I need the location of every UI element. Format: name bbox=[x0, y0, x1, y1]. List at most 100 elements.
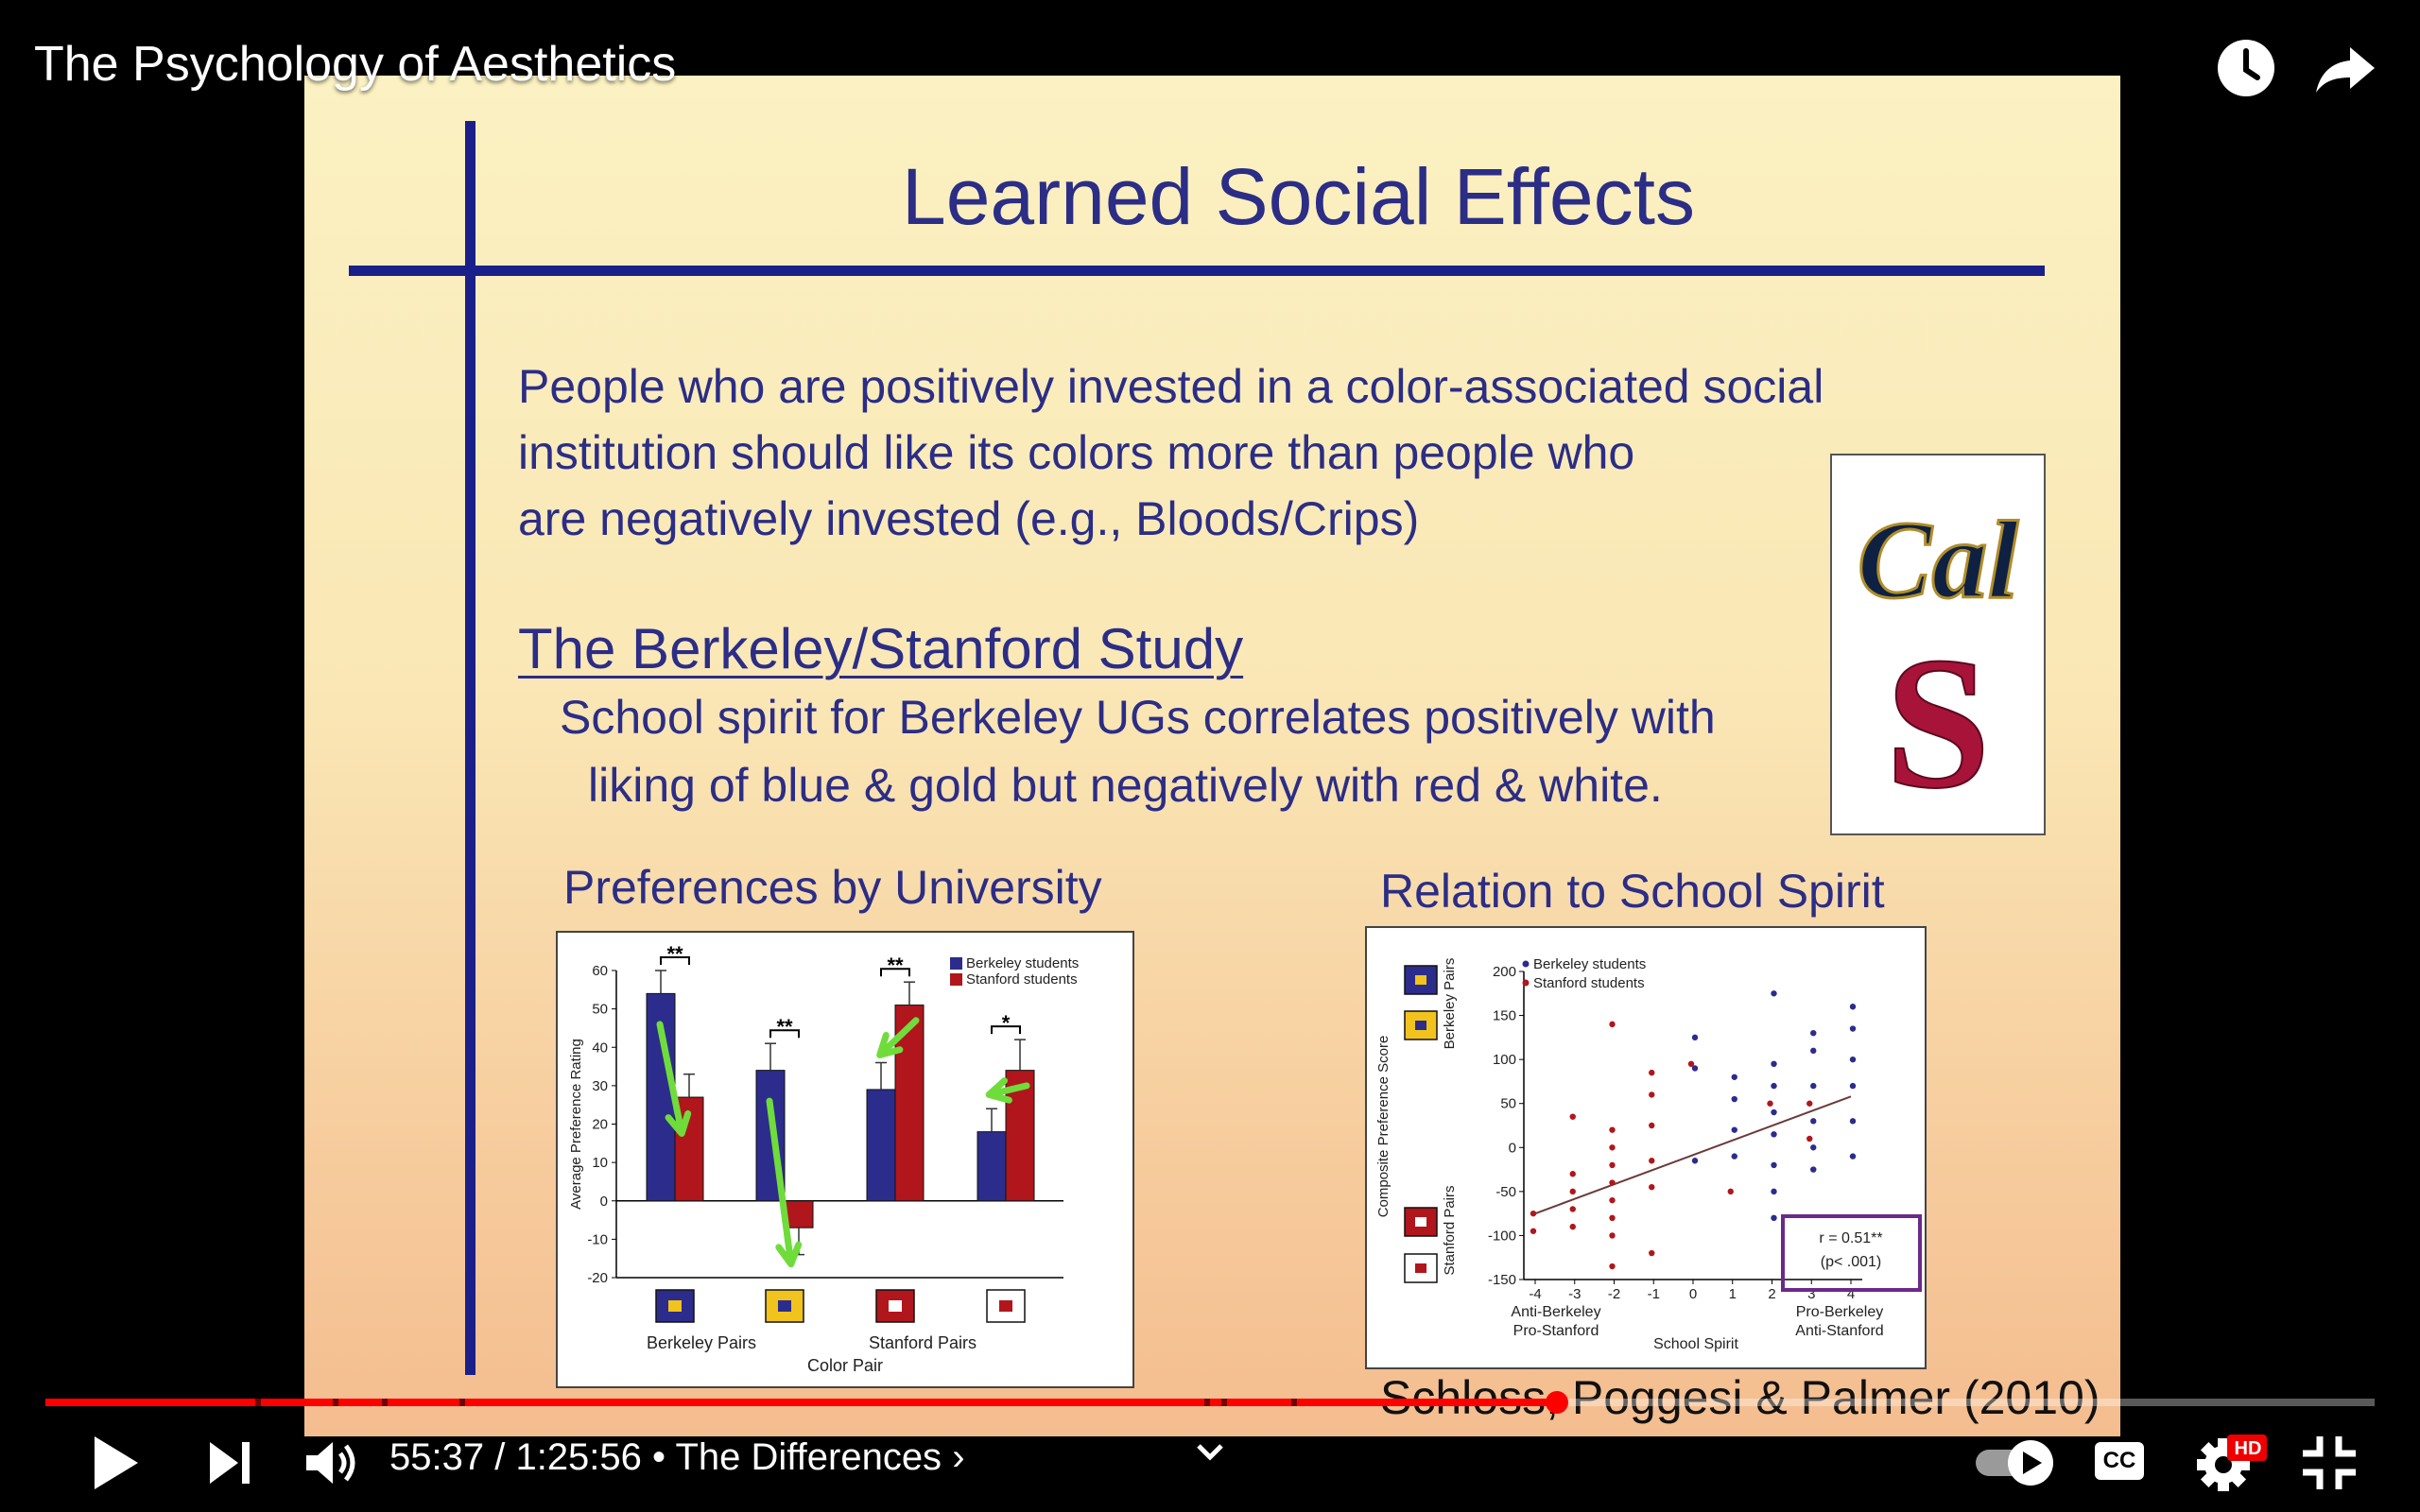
y-tick-label: 50 bbox=[1500, 1096, 1516, 1112]
y-tick-label: 200 bbox=[1493, 964, 1516, 980]
progress-bar[interactable] bbox=[45, 1391, 2375, 1414]
legend-label: Berkeley students bbox=[1533, 956, 1646, 972]
stanford-logo: S bbox=[1885, 619, 1990, 828]
x-left-label-2: Pro-Stanford bbox=[1513, 1323, 1599, 1339]
data-point bbox=[1649, 1184, 1655, 1191]
y-tick-label: 150 bbox=[1493, 1008, 1516, 1024]
y-tick-label: 30 bbox=[592, 1078, 608, 1094]
chapter-separator: • bbox=[641, 1436, 676, 1478]
significance-label: ** bbox=[666, 942, 683, 966]
data-point bbox=[1810, 1030, 1817, 1037]
volume-icon bbox=[306, 1442, 355, 1484]
data-point bbox=[1849, 1153, 1857, 1160]
settings-button[interactable]: HD bbox=[2195, 1429, 2271, 1502]
paragraph-line-3: are negatively invested (e.g., Bloods/Cr… bbox=[518, 492, 1420, 545]
data-point bbox=[1806, 1100, 1813, 1107]
color-pair-swatch-inner bbox=[1415, 975, 1426, 985]
chapter-marker bbox=[333, 1399, 338, 1406]
bar-chart-heading: Preferences by University bbox=[563, 861, 1102, 914]
data-point bbox=[1771, 1131, 1777, 1138]
data-point bbox=[1691, 1034, 1699, 1041]
x-right-label-2: Anti-Stanford bbox=[1795, 1323, 1883, 1339]
chapter-marker bbox=[255, 1399, 261, 1406]
y-tick-label: 100 bbox=[1493, 1052, 1516, 1068]
x-axis-label: Color Pair bbox=[807, 1356, 883, 1375]
data-point bbox=[1609, 1196, 1616, 1204]
green-arrow-head bbox=[665, 1109, 692, 1137]
x-tick-label: -3 bbox=[1568, 1286, 1581, 1302]
data-point bbox=[1849, 1056, 1857, 1063]
data-point bbox=[1609, 1214, 1616, 1221]
citation: Schloss, Poggesi & Palmer (2010) bbox=[1380, 1371, 2100, 1424]
significance-label: ** bbox=[887, 954, 904, 977]
color-pair-swatch-inner bbox=[778, 1300, 791, 1312]
data-point bbox=[1771, 1161, 1777, 1169]
bar bbox=[784, 1200, 814, 1228]
video-title[interactable]: The Psychology of Aesthetics bbox=[34, 37, 677, 92]
exit-fullscreen-button[interactable] bbox=[2295, 1429, 2363, 1502]
fit-line bbox=[1534, 1095, 1852, 1215]
x-right-label: Pro-Berkeley bbox=[1796, 1304, 1883, 1320]
volume-button[interactable] bbox=[299, 1429, 367, 1502]
data-point bbox=[1849, 1082, 1857, 1090]
x-tick-label: 2 bbox=[1768, 1286, 1775, 1302]
share-icon[interactable] bbox=[2312, 34, 2380, 102]
data-point bbox=[1609, 1144, 1616, 1151]
x-tick-label: 4 bbox=[1847, 1286, 1855, 1302]
scatter-chart: 200 150 100 50 0 -50 -100 -150 -4 -3 -2 -1 0 1 2 3 4 Comp… bbox=[1365, 926, 1927, 1369]
chapter-title[interactable]: The Differences bbox=[675, 1436, 942, 1478]
bar bbox=[977, 1131, 1007, 1202]
study-line-2: liking of blue & gold but negatively wit… bbox=[588, 759, 1663, 812]
y-tick-label: 40 bbox=[592, 1040, 608, 1056]
y-axis-label: Average Preference Rating bbox=[568, 1039, 584, 1210]
significance-label: * bbox=[1002, 1011, 1011, 1035]
data-point bbox=[1530, 1228, 1537, 1234]
play-button[interactable] bbox=[85, 1429, 146, 1502]
y-tick-label: -10 bbox=[587, 1231, 608, 1247]
watch-later-clock-icon[interactable] bbox=[2212, 34, 2280, 102]
chapter-chevron-icon[interactable]: › bbox=[952, 1436, 965, 1478]
expand-chevron-icon[interactable] bbox=[1193, 1438, 1227, 1469]
group-label-berkeley: Berkeley Pairs bbox=[647, 1333, 756, 1352]
captions-button[interactable]: CC bbox=[2093, 1435, 2146, 1492]
time-current: 55:37 bbox=[389, 1436, 485, 1478]
significance-bracket bbox=[769, 1029, 800, 1039]
color-pair-swatch-inner bbox=[668, 1300, 682, 1312]
bar-chart-svg: 60 50 40 30 20 10 0 -10 -20 Average Preference Ra… bbox=[568, 942, 1079, 1375]
bar bbox=[866, 1089, 896, 1202]
legend-swatch bbox=[950, 973, 962, 986]
hd-badge: HD bbox=[2234, 1438, 2262, 1459]
data-point bbox=[1609, 1126, 1616, 1133]
slide-title: Learned Social Effects bbox=[902, 152, 1695, 241]
data-point bbox=[1731, 1095, 1737, 1103]
x-tick-label: 0 bbox=[1689, 1286, 1697, 1302]
data-point bbox=[1609, 1179, 1616, 1186]
legend-label: Stanford students bbox=[966, 971, 1078, 988]
data-point bbox=[1691, 1158, 1699, 1164]
y-tick-label: -50 bbox=[1495, 1184, 1516, 1200]
x-tick-label: -1 bbox=[1648, 1286, 1660, 1302]
autoplay-toggle[interactable] bbox=[1972, 1436, 2057, 1494]
time-display: 55:37 / 1:25:56 • The Differences › bbox=[389, 1436, 965, 1479]
exit-fullscreen-icon bbox=[2303, 1436, 2356, 1489]
data-point bbox=[1810, 1166, 1817, 1173]
stat-box bbox=[1781, 1214, 1922, 1292]
chapter-marker bbox=[1291, 1399, 1297, 1406]
next-button[interactable] bbox=[200, 1429, 261, 1502]
x-axis-label: School Spirit bbox=[1653, 1336, 1738, 1352]
bar-chart: 60 50 40 30 20 10 0 -10 -20 Average Preference Ra… bbox=[556, 931, 1134, 1388]
significance-bracket bbox=[660, 956, 690, 965]
study-line-1: School spirit for Berkeley UGs correlate… bbox=[560, 691, 1716, 744]
data-point bbox=[1810, 1118, 1817, 1125]
data-point bbox=[1569, 1113, 1576, 1120]
data-point bbox=[1691, 1065, 1699, 1072]
y-tick-label: 50 bbox=[592, 1002, 608, 1018]
scatter-chart-heading: Relation to School Spirit bbox=[1380, 865, 1885, 918]
x-left-label: Anti-Berkeley bbox=[1511, 1304, 1600, 1320]
data-point bbox=[1731, 1074, 1737, 1080]
data-point bbox=[1649, 1069, 1655, 1076]
chapter-marker bbox=[459, 1399, 465, 1406]
progress-scrubber-handle[interactable] bbox=[1546, 1391, 1568, 1414]
data-point bbox=[1649, 1122, 1655, 1129]
data-point bbox=[1810, 1144, 1817, 1151]
